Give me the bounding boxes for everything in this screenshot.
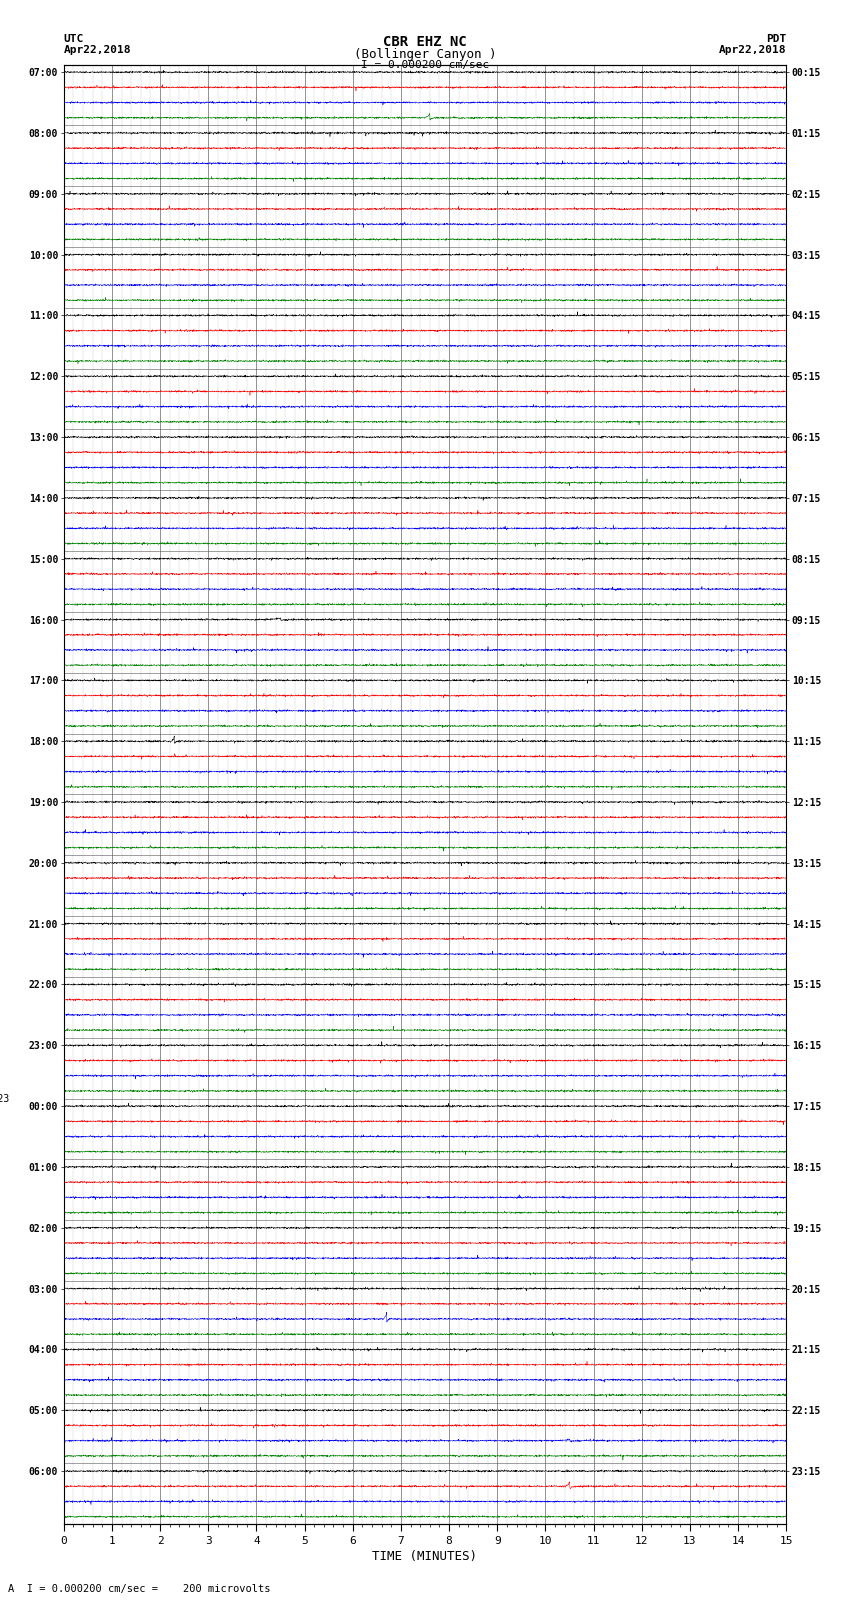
Text: CBR EHZ NC: CBR EHZ NC: [383, 35, 467, 50]
Text: UTC: UTC: [64, 34, 84, 44]
Text: A  I = 0.000200 cm/sec =    200 microvolts: A I = 0.000200 cm/sec = 200 microvolts: [8, 1584, 271, 1594]
Text: Apr 23: Apr 23: [0, 1094, 9, 1103]
Text: PDT: PDT: [766, 34, 786, 44]
Text: Apr22,2018: Apr22,2018: [64, 45, 131, 55]
X-axis label: TIME (MINUTES): TIME (MINUTES): [372, 1550, 478, 1563]
Text: (Bollinger Canyon ): (Bollinger Canyon ): [354, 48, 496, 61]
Text: Apr22,2018: Apr22,2018: [719, 45, 786, 55]
Text: I = 0.000200 cm/sec: I = 0.000200 cm/sec: [361, 60, 489, 69]
